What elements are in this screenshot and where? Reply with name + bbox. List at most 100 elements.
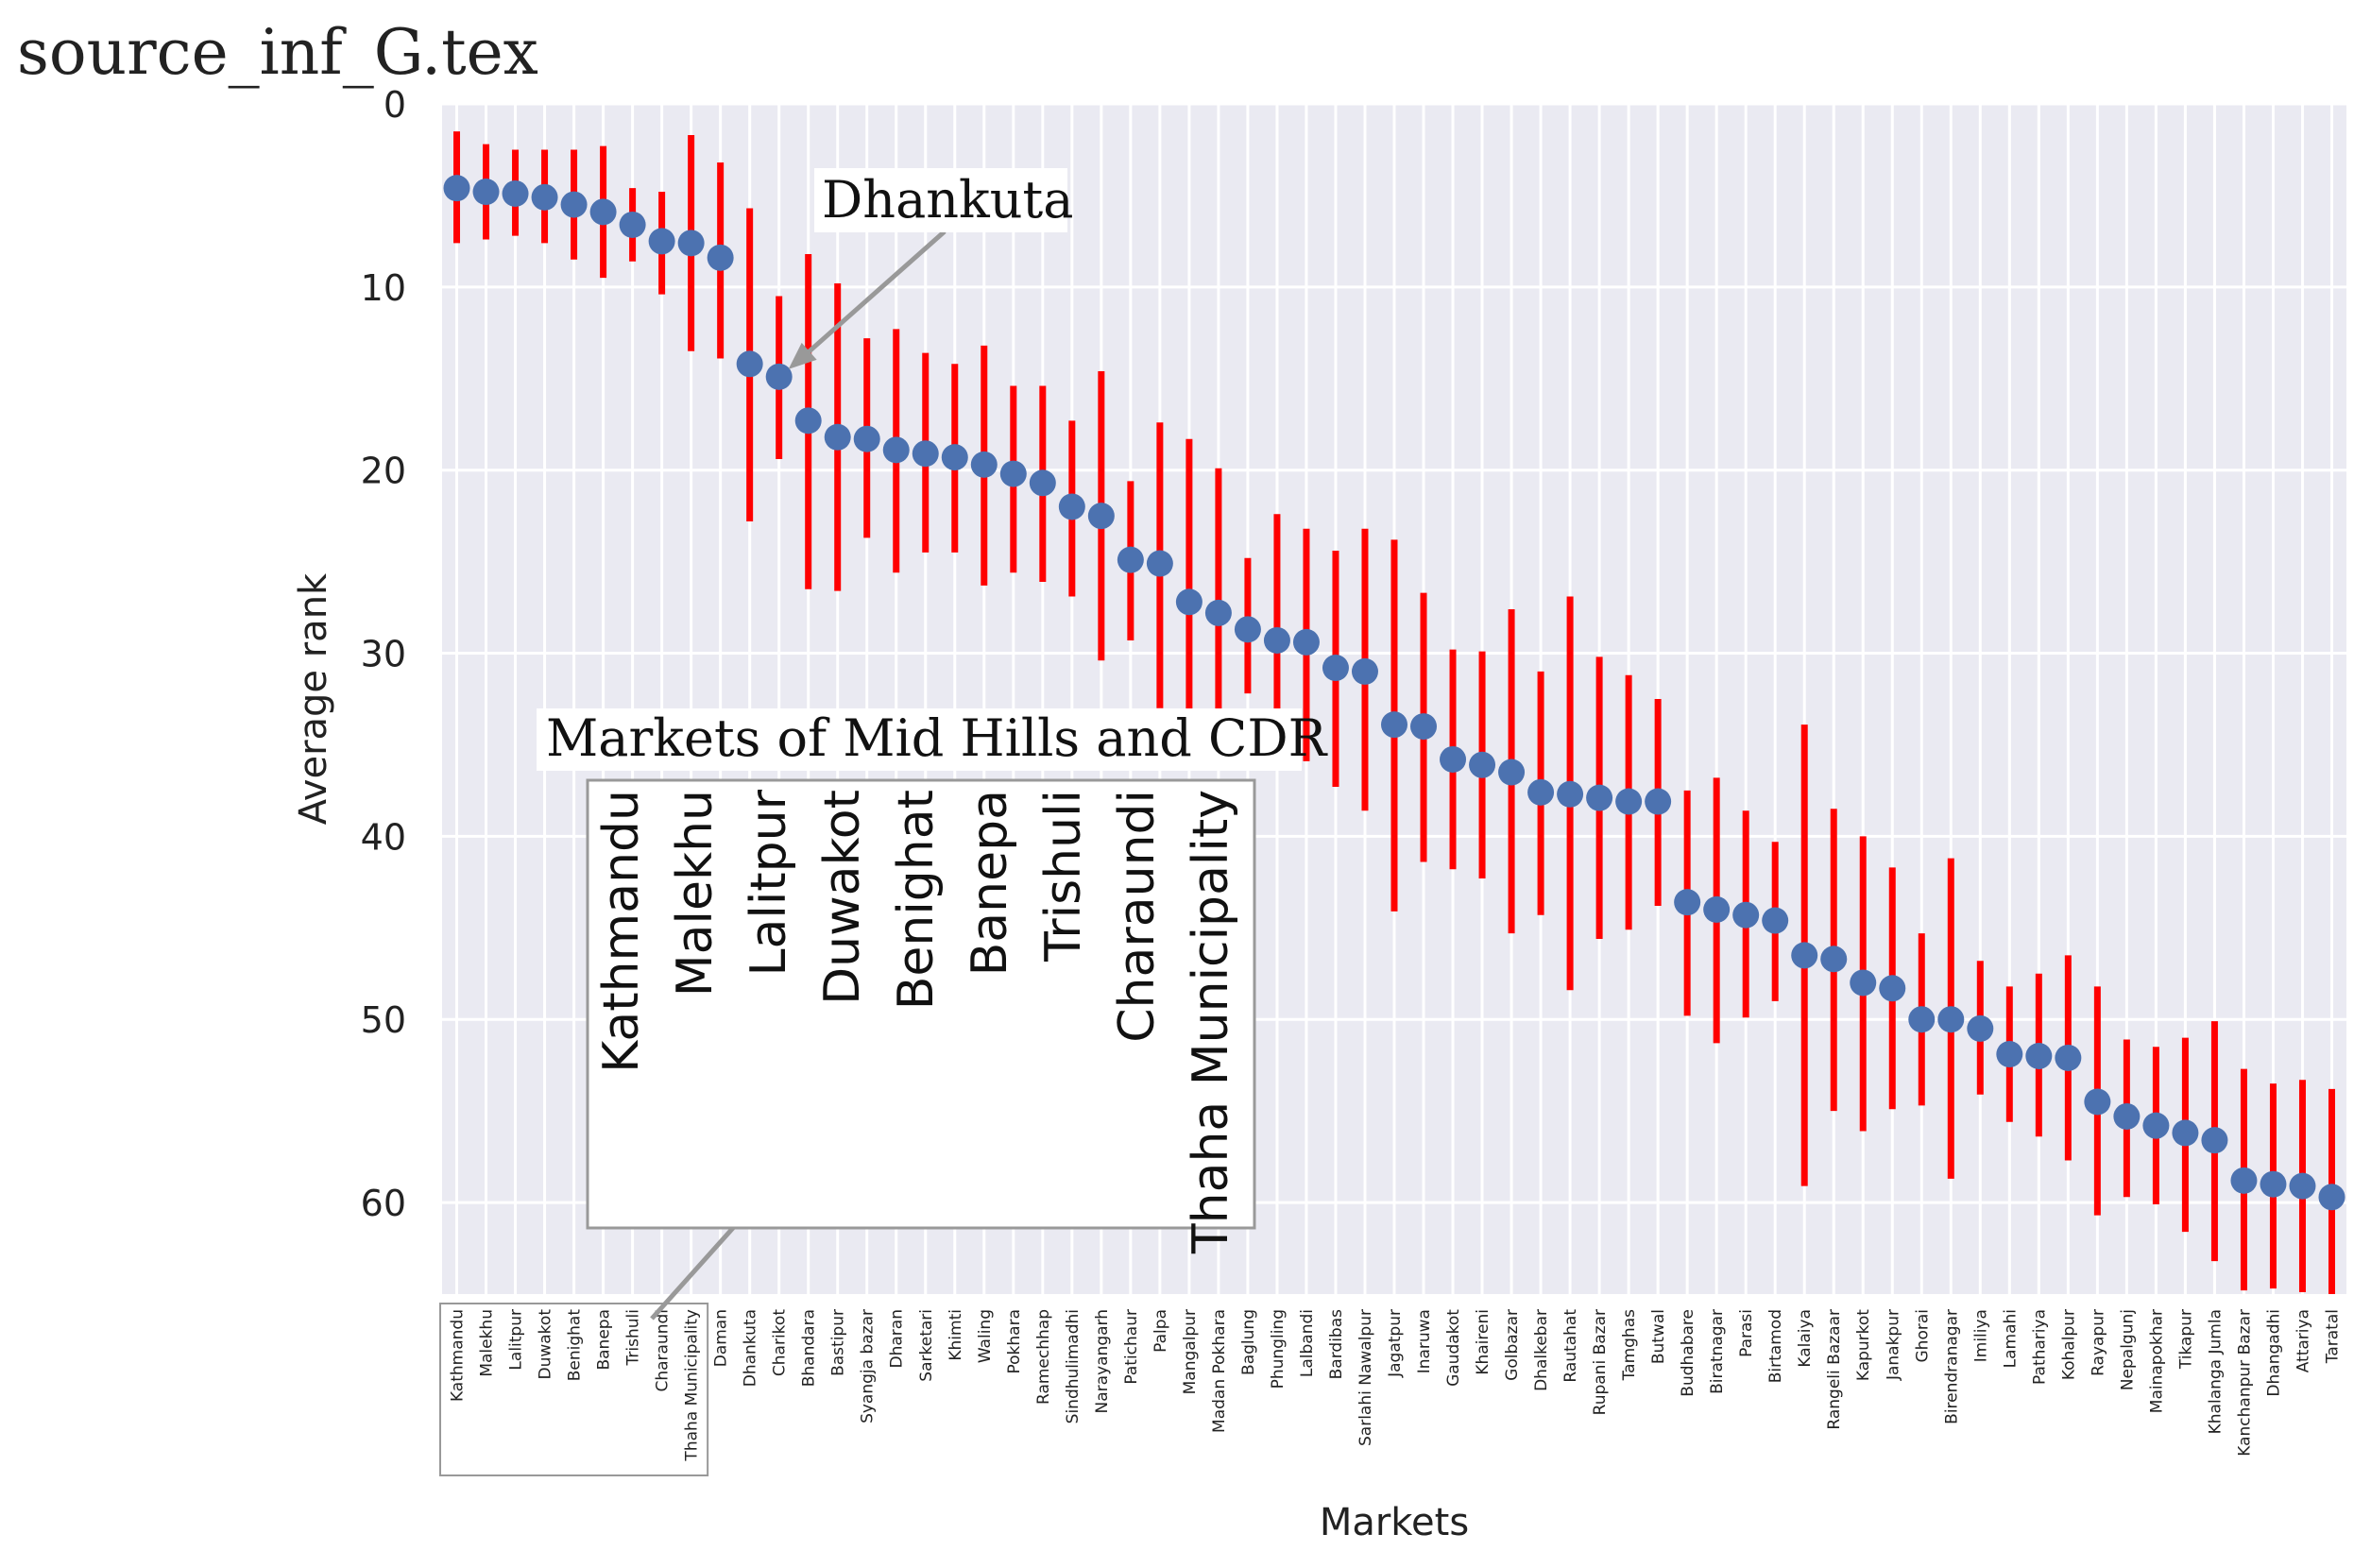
y-tick-label: 60 [361, 1183, 406, 1224]
data-point [677, 230, 705, 257]
x-axis-label: Markets [1320, 1501, 1469, 1544]
x-tick-label: Palpa [1151, 1309, 1170, 1353]
y-tick-label: 40 [361, 816, 406, 858]
data-point [1762, 907, 1789, 934]
x-tick-label: Bhandara [800, 1309, 819, 1387]
data-point [1645, 788, 1672, 815]
x-tick-label: Tamghas [1620, 1309, 1639, 1382]
data-point [824, 423, 851, 451]
x-tick-label: Benighat [566, 1309, 585, 1382]
x-tick-label: Banepa [595, 1309, 614, 1371]
data-point [2172, 1119, 2199, 1147]
x-tick-label: Imiliya [1971, 1309, 1990, 1362]
x-tick-label: Budhabare [1679, 1309, 1697, 1397]
x-tick-labels: Kathmandu Malekhu Lalitpur Duwakot Benighat B… [449, 1309, 2343, 1462]
x-tick-label: Khaireni [1474, 1309, 1493, 1375]
dhankuta-label-background [814, 168, 1067, 232]
data-point [2055, 1044, 2082, 1071]
data-point [1615, 788, 1643, 815]
inset-market-label: Benighat [888, 790, 945, 1010]
data-point [648, 228, 675, 255]
x-tick-label: Nepalgunj [2118, 1309, 2137, 1390]
x-tick-label: Bastipur [829, 1309, 848, 1376]
x-tick-label: Waling [976, 1309, 995, 1363]
inset-market-label: Thaha Municipality [1183, 790, 1239, 1254]
data-point [1381, 711, 1407, 739]
x-tick-label: Gaudakot [1444, 1309, 1463, 1387]
x-tick-label: Jagatpur [1386, 1309, 1405, 1378]
x-tick-label: Madan Pokhara [1210, 1309, 1229, 1433]
data-point [1087, 503, 1115, 530]
data-point [1117, 546, 1144, 573]
data-point [2113, 1102, 2141, 1130]
data-point [619, 211, 646, 238]
x-tick-label: Ramechhap [1034, 1309, 1053, 1405]
data-point [912, 440, 939, 468]
data-point [1527, 778, 1555, 806]
x-tick-label: Khimti [947, 1309, 965, 1361]
x-tick-label: Narayangarh [1093, 1309, 1112, 1413]
x-tick-label: Trishuli [624, 1309, 643, 1366]
data-point [2289, 1172, 2316, 1200]
x-tick-label: Sarketari [917, 1309, 936, 1382]
data-point [1674, 889, 1701, 916]
y-tick-label: 30 [361, 634, 406, 675]
x-tick-label: Dhangadhi [2264, 1309, 2283, 1397]
x-tick-label: Thaha Municipality [683, 1309, 702, 1462]
y-tick-label: 0 [384, 84, 406, 126]
y-tick-label: 50 [361, 999, 406, 1041]
data-point [794, 407, 822, 435]
x-tick-label: Rayapur [2089, 1309, 2107, 1376]
inset-market-label: Lalitpur [741, 789, 797, 976]
x-tick-label: Mainapokhar [2147, 1309, 2166, 1413]
x-tick-label: Charaundi [654, 1309, 673, 1392]
x-tick-label: Kalaiya [1796, 1309, 1815, 1368]
data-point [2142, 1112, 2170, 1139]
data-point [1967, 1014, 1994, 1042]
dhankuta-arrowhead [788, 342, 817, 369]
data-point [970, 451, 998, 478]
data-point [1498, 758, 1526, 786]
data-point [589, 198, 617, 226]
y-tick-labels: 0 10 20 30 40 50 60 [361, 84, 406, 1224]
data-point [560, 191, 588, 218]
data-point [1732, 901, 1760, 929]
inset-market-label: Charaundi [1109, 790, 1166, 1043]
x-tick-label: Dharan [888, 1309, 907, 1368]
inset-connector-line [650, 1226, 735, 1321]
data-point [941, 444, 968, 471]
data-point [1586, 784, 1613, 811]
data-point [1292, 628, 1320, 656]
x-tick-label: Kathmandu [449, 1309, 468, 1402]
data-point [1791, 942, 1818, 969]
x-tick-label: Lalitpur [507, 1309, 526, 1371]
data-point [1996, 1041, 2023, 1068]
x-tick-label: Tikapur [2176, 1309, 2195, 1370]
data-point [736, 350, 763, 378]
x-tick-label: Birendranagar [1942, 1309, 1961, 1424]
x-tick-label: Charikot [771, 1309, 790, 1376]
x-tick-label: Baglung [1239, 1309, 1258, 1375]
inset-market-label: Banepa [962, 790, 1018, 976]
data-point [1850, 969, 1877, 997]
x-tick-label: Malekhu [478, 1309, 497, 1377]
x-tick-label: Inaruwa [1415, 1309, 1434, 1373]
x-tick-label: Khalanga Jumla [2206, 1309, 2225, 1434]
data-point [1234, 616, 1261, 643]
data-point [999, 460, 1027, 487]
y-tick-label: 20 [361, 451, 406, 492]
x-tick-label: Syangja bazar [859, 1309, 878, 1423]
data-point [2260, 1170, 2287, 1198]
data-point [2084, 1088, 2111, 1116]
dhankuta-arrow [798, 230, 947, 362]
x-tick-label: Sindhulimadhi [1064, 1309, 1083, 1423]
x-tick-label: Rautahat [1561, 1309, 1580, 1383]
x-tick-label: Golbazar [1503, 1309, 1522, 1381]
inset-box [586, 778, 1256, 1230]
x-tick-label: Kapurkot [1854, 1309, 1873, 1381]
x-tick-label: Bardibas [1327, 1309, 1346, 1379]
inset-market-label: Trishuli [1035, 790, 1092, 963]
data-point [1146, 550, 1173, 577]
